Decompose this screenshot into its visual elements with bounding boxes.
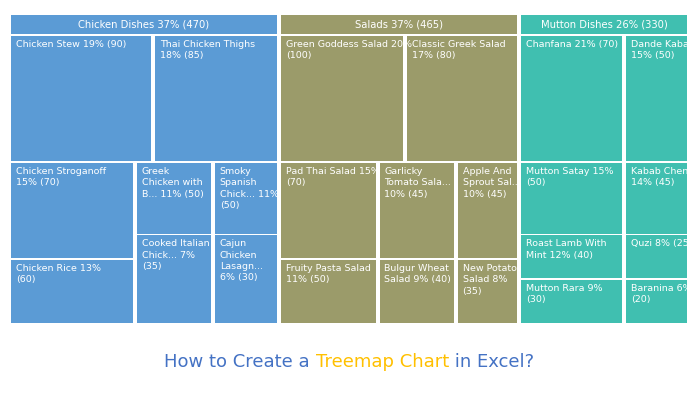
Text: Greek
Chicken with
B... 11% (50): Greek Chicken with B... 11% (50) bbox=[142, 167, 204, 199]
Text: Pad Thai Salad 15%
(70): Pad Thai Salad 15% (70) bbox=[285, 167, 380, 187]
Text: New Potato
Salad 8%
(35): New Potato Salad 8% (35) bbox=[463, 264, 517, 296]
Bar bbox=[137, 163, 211, 234]
Text: Classic Greek Salad
17% (80): Classic Greek Salad 17% (80) bbox=[412, 40, 505, 60]
Text: Mutton Satay 15%
(50): Mutton Satay 15% (50) bbox=[526, 167, 614, 187]
Bar bbox=[11, 15, 277, 34]
Text: Quzi 8% (25): Quzi 8% (25) bbox=[631, 239, 692, 248]
Bar bbox=[521, 280, 623, 323]
Text: Dande Kabab
15% (50): Dande Kabab 15% (50) bbox=[631, 40, 695, 60]
Bar bbox=[281, 36, 403, 161]
Text: in Excel?: in Excel? bbox=[449, 353, 534, 371]
Text: Smoky
Spanish
Chick... 11%
(50): Smoky Spanish Chick... 11% (50) bbox=[220, 167, 279, 210]
Bar bbox=[155, 36, 277, 161]
Text: Mutton Dishes 26% (330): Mutton Dishes 26% (330) bbox=[540, 20, 667, 30]
Text: Salads 37% (465): Salads 37% (465) bbox=[355, 20, 443, 30]
Bar bbox=[137, 235, 211, 323]
Text: Fruity Pasta Salad
11% (50): Fruity Pasta Salad 11% (50) bbox=[285, 264, 371, 284]
Text: Roast Lamb With
Mint 12% (40): Roast Lamb With Mint 12% (40) bbox=[526, 239, 607, 260]
Bar bbox=[458, 163, 517, 258]
Text: Chicken Rice 13%
(60): Chicken Rice 13% (60) bbox=[16, 264, 101, 284]
Bar bbox=[521, 235, 623, 278]
Text: Treemap Chart: Treemap Chart bbox=[315, 353, 449, 371]
Bar bbox=[626, 163, 687, 234]
Text: Chicken Stew 19% (90): Chicken Stew 19% (90) bbox=[16, 40, 126, 49]
Bar bbox=[11, 260, 133, 323]
Bar bbox=[521, 15, 687, 34]
Text: Green Goddess Salad 20%
(100): Green Goddess Salad 20% (100) bbox=[285, 40, 412, 60]
Bar bbox=[626, 36, 687, 161]
Text: Cooked Italian
Chick... 7%
(35): Cooked Italian Chick... 7% (35) bbox=[142, 239, 209, 271]
Text: Thai Chicken Thighs
18% (85): Thai Chicken Thighs 18% (85) bbox=[160, 40, 255, 60]
Bar bbox=[626, 280, 687, 323]
Bar bbox=[215, 235, 277, 323]
Text: Baranina 6%
(20): Baranina 6% (20) bbox=[631, 284, 692, 304]
Text: Bulgur Wheat
Salad 9% (40): Bulgur Wheat Salad 9% (40) bbox=[385, 264, 451, 284]
Text: Chicken Dishes 37% (470): Chicken Dishes 37% (470) bbox=[78, 20, 209, 30]
Bar bbox=[380, 163, 454, 258]
Text: Apple And
Sprout Sal...
10% (45): Apple And Sprout Sal... 10% (45) bbox=[463, 167, 520, 199]
Text: Kabab Chenjeh
14% (45): Kabab Chenjeh 14% (45) bbox=[631, 167, 698, 187]
Text: Chanfana 21% (70): Chanfana 21% (70) bbox=[526, 40, 618, 49]
Bar bbox=[281, 260, 376, 323]
Bar bbox=[626, 235, 687, 278]
Text: Mutton Rara 9%
(30): Mutton Rara 9% (30) bbox=[526, 284, 602, 304]
Bar bbox=[11, 36, 151, 161]
Bar bbox=[11, 163, 133, 258]
Text: Garlicky
Tomato Sala...
10% (45): Garlicky Tomato Sala... 10% (45) bbox=[385, 167, 451, 199]
Bar bbox=[215, 163, 277, 234]
Text: How to Create a: How to Create a bbox=[164, 353, 315, 371]
Text: Chicken Stroganoff
15% (70): Chicken Stroganoff 15% (70) bbox=[16, 167, 106, 187]
Bar bbox=[281, 15, 517, 34]
Text: Cajun
Chicken
Lasagn...
6% (30): Cajun Chicken Lasagn... 6% (30) bbox=[220, 239, 263, 282]
Bar bbox=[281, 163, 376, 258]
Bar bbox=[407, 36, 517, 161]
Bar bbox=[521, 36, 623, 161]
Bar bbox=[521, 163, 623, 234]
Bar bbox=[458, 260, 517, 323]
Bar bbox=[380, 260, 454, 323]
